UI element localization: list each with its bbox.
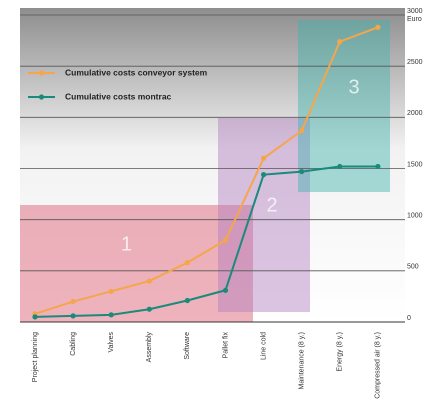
- region-label: 2: [266, 194, 277, 216]
- data-point: [184, 260, 190, 266]
- x-tick-label: Assembly: [146, 332, 153, 363]
- legend-marker: [38, 94, 45, 100]
- y-tick-label: 2000: [407, 110, 423, 117]
- data-point: [32, 314, 38, 320]
- data-point: [108, 288, 114, 294]
- legend-label: Cumulative costs conveyor system: [65, 67, 208, 77]
- data-point: [222, 287, 229, 293]
- x-tick-label: Project planning: [32, 332, 39, 382]
- region-label: 3: [348, 76, 359, 98]
- series-line: [34, 26, 379, 315]
- data-point: [261, 155, 267, 161]
- data-point: [108, 312, 114, 318]
- data-point: [337, 39, 343, 45]
- y-tick-label: 2500: [407, 59, 423, 66]
- legend-marker: [38, 70, 45, 76]
- data-point: [184, 297, 190, 304]
- y-tick-label: 1500: [407, 161, 423, 168]
- highlight-region: [20, 205, 253, 322]
- x-tick-label: Line cold: [260, 332, 267, 360]
- x-tick-label: Valves: [108, 332, 115, 353]
- region-label: 1: [121, 233, 132, 255]
- data-point: [375, 163, 381, 170]
- y-tick-label: 0: [407, 315, 411, 322]
- data-point: [299, 128, 305, 134]
- highlight-region: [218, 118, 310, 312]
- x-tick-label: Software: [184, 332, 191, 360]
- data-point: [222, 237, 229, 243]
- data-point: [70, 313, 76, 319]
- series-line: [34, 165, 378, 318]
- highlight-region: [298, 20, 390, 192]
- x-tick-label: Compressed air (8 y.): [375, 332, 382, 399]
- x-tick-label: Pallet fix: [222, 332, 229, 359]
- x-tick-label: Cabling: [70, 332, 77, 356]
- x-tick-label: Maintenance (8 y.): [299, 332, 306, 389]
- legend-label: Cumulative costs montrac: [65, 91, 172, 101]
- y-tick-label: 3000: [407, 8, 423, 15]
- data-point: [375, 24, 381, 30]
- data-point: [146, 278, 152, 284]
- y-axis-label: Euro: [407, 16, 422, 23]
- data-point: [70, 298, 76, 305]
- x-tick-label: Energy (8 y.): [337, 332, 344, 372]
- y-tick-label: 1000: [407, 213, 423, 220]
- y-tick-label: 500: [407, 264, 419, 271]
- data-point: [299, 168, 305, 175]
- data-point: [146, 306, 152, 312]
- data-point: [337, 163, 343, 170]
- data-point: [261, 172, 267, 178]
